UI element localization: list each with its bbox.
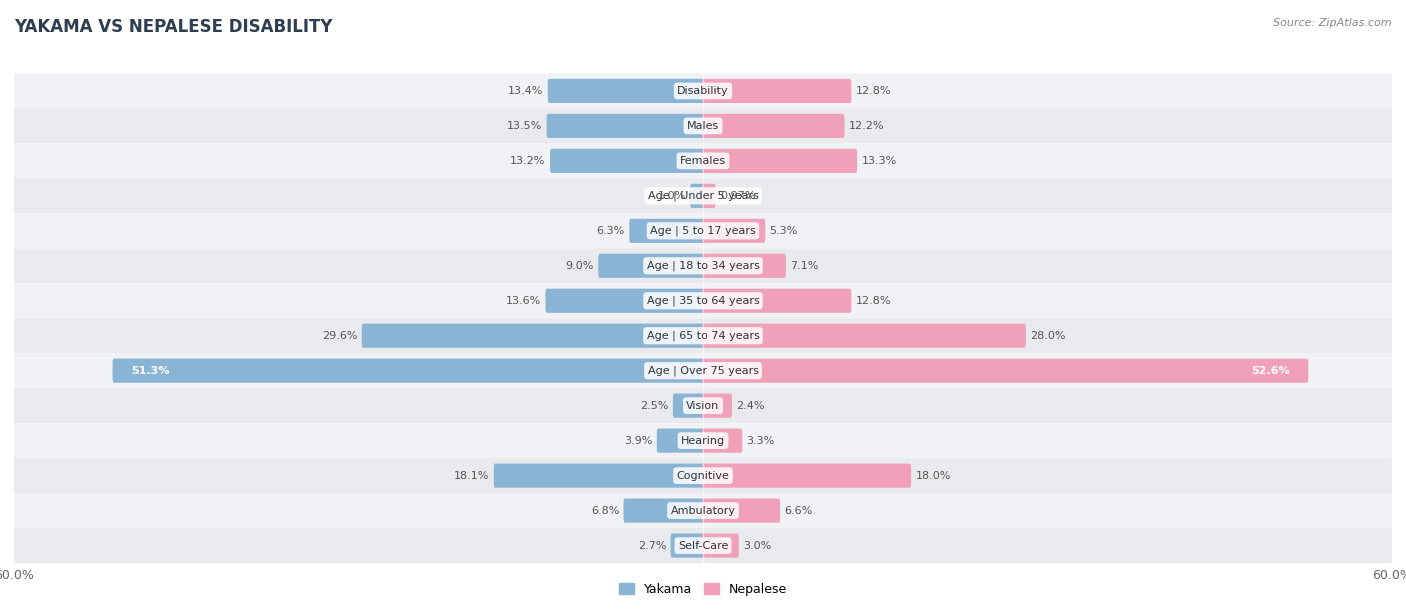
FancyBboxPatch shape: [702, 149, 858, 173]
FancyBboxPatch shape: [14, 458, 1392, 493]
Text: 12.8%: 12.8%: [856, 86, 891, 96]
FancyBboxPatch shape: [14, 283, 1392, 318]
FancyBboxPatch shape: [702, 428, 742, 453]
Text: 3.9%: 3.9%: [624, 436, 652, 446]
Text: 18.1%: 18.1%: [454, 471, 489, 480]
FancyBboxPatch shape: [702, 79, 852, 103]
Text: Age | Over 75 years: Age | Over 75 years: [648, 365, 758, 376]
Text: Disability: Disability: [678, 86, 728, 96]
Text: 9.0%: 9.0%: [565, 261, 593, 271]
FancyBboxPatch shape: [14, 143, 1392, 178]
FancyBboxPatch shape: [494, 463, 704, 488]
FancyBboxPatch shape: [702, 324, 1026, 348]
FancyBboxPatch shape: [14, 388, 1392, 423]
FancyBboxPatch shape: [14, 73, 1392, 108]
Text: Age | 35 to 64 years: Age | 35 to 64 years: [647, 296, 759, 306]
FancyBboxPatch shape: [14, 108, 1392, 143]
Text: 13.5%: 13.5%: [508, 121, 543, 131]
Text: 5.3%: 5.3%: [769, 226, 797, 236]
FancyBboxPatch shape: [702, 254, 786, 278]
FancyBboxPatch shape: [623, 499, 704, 523]
Text: 13.6%: 13.6%: [506, 296, 541, 306]
Text: Vision: Vision: [686, 401, 720, 411]
FancyBboxPatch shape: [14, 353, 1392, 388]
Text: 3.3%: 3.3%: [747, 436, 775, 446]
Text: Age | 5 to 17 years: Age | 5 to 17 years: [650, 226, 756, 236]
Text: 7.1%: 7.1%: [790, 261, 818, 271]
FancyBboxPatch shape: [702, 499, 780, 523]
FancyBboxPatch shape: [547, 114, 704, 138]
Text: Cognitive: Cognitive: [676, 471, 730, 480]
Text: Age | 18 to 34 years: Age | 18 to 34 years: [647, 261, 759, 271]
Text: 2.5%: 2.5%: [640, 401, 669, 411]
FancyBboxPatch shape: [546, 289, 704, 313]
Text: 13.3%: 13.3%: [862, 156, 897, 166]
FancyBboxPatch shape: [14, 528, 1392, 563]
FancyBboxPatch shape: [671, 534, 704, 558]
FancyBboxPatch shape: [599, 254, 704, 278]
Text: Hearing: Hearing: [681, 436, 725, 446]
Text: Source: ZipAtlas.com: Source: ZipAtlas.com: [1274, 18, 1392, 28]
FancyBboxPatch shape: [702, 114, 845, 138]
FancyBboxPatch shape: [702, 359, 1309, 382]
FancyBboxPatch shape: [702, 289, 852, 313]
FancyBboxPatch shape: [630, 218, 704, 243]
FancyBboxPatch shape: [112, 359, 704, 382]
FancyBboxPatch shape: [14, 493, 1392, 528]
Text: 28.0%: 28.0%: [1031, 330, 1066, 341]
FancyBboxPatch shape: [14, 178, 1392, 214]
Text: 18.0%: 18.0%: [915, 471, 950, 480]
FancyBboxPatch shape: [673, 394, 704, 418]
Text: YAKAMA VS NEPALESE DISABILITY: YAKAMA VS NEPALESE DISABILITY: [14, 18, 333, 36]
Legend: Yakama, Nepalese: Yakama, Nepalese: [613, 578, 793, 601]
FancyBboxPatch shape: [14, 318, 1392, 353]
FancyBboxPatch shape: [702, 534, 738, 558]
FancyBboxPatch shape: [548, 79, 704, 103]
Text: Self-Care: Self-Care: [678, 540, 728, 551]
FancyBboxPatch shape: [14, 423, 1392, 458]
Text: Age | 65 to 74 years: Age | 65 to 74 years: [647, 330, 759, 341]
Text: 52.6%: 52.6%: [1251, 366, 1289, 376]
FancyBboxPatch shape: [361, 324, 704, 348]
FancyBboxPatch shape: [702, 463, 911, 488]
FancyBboxPatch shape: [702, 184, 716, 208]
FancyBboxPatch shape: [690, 184, 704, 208]
FancyBboxPatch shape: [14, 248, 1392, 283]
Text: 2.7%: 2.7%: [638, 540, 666, 551]
Text: 29.6%: 29.6%: [322, 330, 357, 341]
Text: Males: Males: [688, 121, 718, 131]
FancyBboxPatch shape: [702, 394, 733, 418]
Text: Females: Females: [681, 156, 725, 166]
Text: 6.8%: 6.8%: [591, 506, 619, 515]
Text: 12.8%: 12.8%: [856, 296, 891, 306]
Text: 0.97%: 0.97%: [720, 191, 755, 201]
FancyBboxPatch shape: [702, 218, 765, 243]
Text: 51.3%: 51.3%: [131, 366, 170, 376]
Text: 1.0%: 1.0%: [658, 191, 686, 201]
Text: 2.4%: 2.4%: [737, 401, 765, 411]
Text: Age | Under 5 years: Age | Under 5 years: [648, 190, 758, 201]
Text: Ambulatory: Ambulatory: [671, 506, 735, 515]
FancyBboxPatch shape: [14, 214, 1392, 248]
Text: 6.6%: 6.6%: [785, 506, 813, 515]
Text: 13.4%: 13.4%: [508, 86, 543, 96]
FancyBboxPatch shape: [550, 149, 704, 173]
Text: 3.0%: 3.0%: [744, 540, 772, 551]
FancyBboxPatch shape: [657, 428, 704, 453]
Text: 6.3%: 6.3%: [596, 226, 624, 236]
Text: 13.2%: 13.2%: [510, 156, 546, 166]
Text: 12.2%: 12.2%: [849, 121, 884, 131]
